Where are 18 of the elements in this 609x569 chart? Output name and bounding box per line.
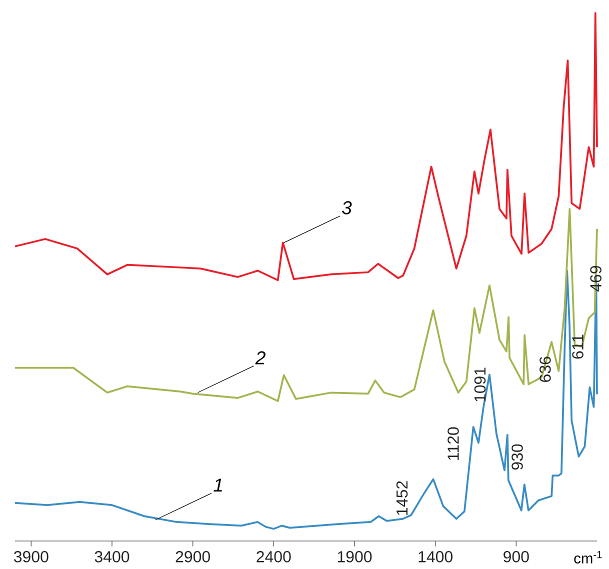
x-tick-label: 1400	[418, 551, 452, 562]
annotation: 611	[572, 334, 584, 359]
annotation: 469	[590, 266, 602, 292]
x-tick-label: 2400	[256, 551, 291, 562]
annotation: 3	[342, 201, 352, 214]
annotation: 636	[540, 356, 551, 382]
annotation: 1120	[448, 427, 459, 460]
annotation: 1	[214, 478, 222, 492]
x-tick-label: 3900	[14, 551, 48, 562]
x-tick-label: 2900	[176, 551, 210, 562]
annotation: 930	[512, 444, 523, 470]
x-tick-label: 1900	[338, 551, 372, 562]
annotation: 2	[255, 351, 266, 364]
annotation: 1091	[474, 368, 486, 402]
annotation: 1452	[396, 481, 408, 515]
x-axis-title: cm$^{-1}$	[574, 551, 602, 564]
x-tick-label: 900	[504, 551, 529, 562]
x-tick-label: 3400	[94, 551, 130, 562]
